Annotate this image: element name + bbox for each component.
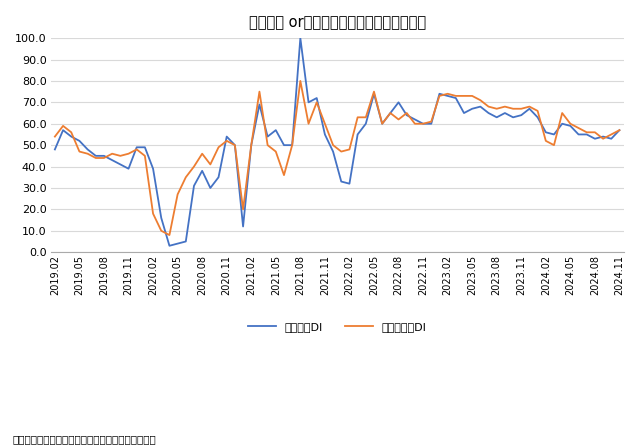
Text: （出所）内閣府「景気ウォッチャー調査」より作成: （出所）内閣府「景気ウォッチャー調査」より作成 xyxy=(13,434,157,444)
現状判断DI xyxy=(190,183,198,189)
Legend: 現状判断DI, 先行き判断DI: 現状判断DI, 先行き判断DI xyxy=(243,318,431,337)
先行き判断DI xyxy=(378,121,386,126)
現状判断DI xyxy=(305,99,312,105)
Line: 先行き判断DI: 先行き判断DI xyxy=(55,81,620,235)
現状判断DI xyxy=(231,142,239,148)
先行き判断DI xyxy=(51,134,59,139)
先行き判断DI xyxy=(190,164,198,169)
Line: 現状判断DI: 現状判断DI xyxy=(55,38,620,246)
先行き判断DI xyxy=(296,78,304,83)
現状判断DI xyxy=(51,147,59,152)
現状判断DI xyxy=(166,243,173,248)
現状判断DI xyxy=(550,132,558,137)
現状判断DI xyxy=(378,121,386,126)
Title: 「外国人 orインバウンド」関連ＤＩの推移: 「外国人 orインバウンド」関連ＤＩの推移 xyxy=(248,15,426,30)
現状判断DI xyxy=(125,166,132,171)
先行き判断DI xyxy=(166,232,173,238)
先行き判断DI xyxy=(616,128,623,133)
先行き判断DI xyxy=(305,121,312,126)
先行き判断DI xyxy=(550,142,558,148)
現状判断DI xyxy=(616,128,623,133)
先行き判断DI xyxy=(231,142,239,148)
現状判断DI xyxy=(296,35,304,41)
先行き判断DI xyxy=(125,151,132,157)
